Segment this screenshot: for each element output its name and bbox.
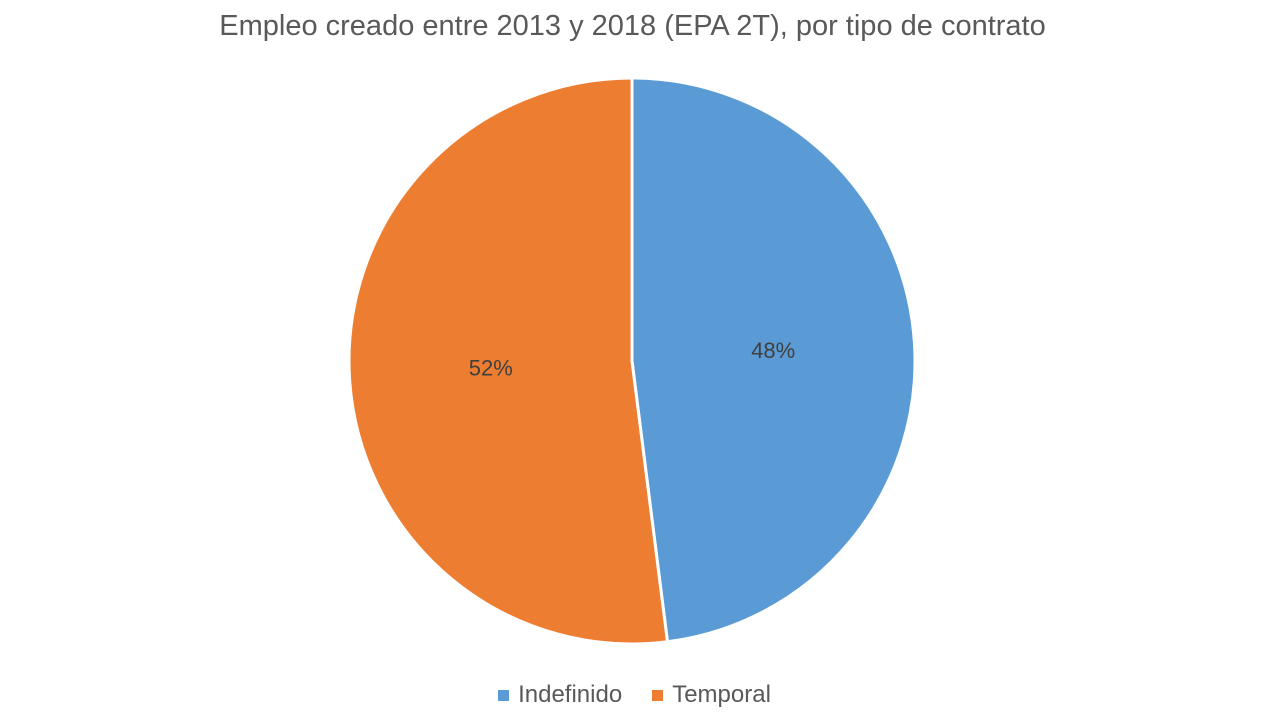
- data-label-indefinido: 48%: [751, 338, 795, 363]
- pie-slice-temporal: [347, 76, 669, 646]
- legend-item-temporal: Temporal: [652, 681, 771, 709]
- legend-item-indefinido: Indefinido: [498, 681, 622, 709]
- pie-slice-indefinido: [630, 76, 917, 644]
- legend-swatch-indefinido: [498, 689, 510, 701]
- chart-title: Empleo creado entre 2013 y 2018 (EPA 2T)…: [219, 10, 1046, 42]
- legend-label-temporal: Temporal: [672, 681, 771, 708]
- data-label-temporal: 52%: [469, 356, 513, 381]
- legend-swatch-temporal: [652, 689, 664, 701]
- legend: Indefinido Temporal: [0, 681, 1269, 709]
- legend-label-indefinido: Indefinido: [518, 681, 623, 708]
